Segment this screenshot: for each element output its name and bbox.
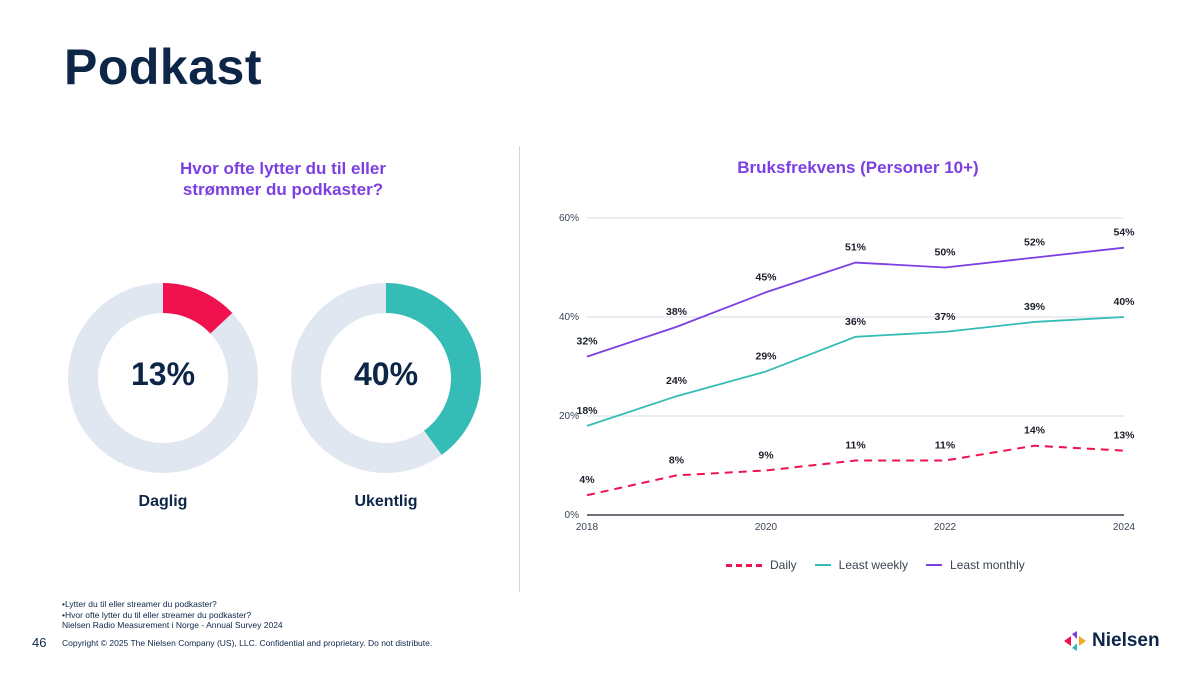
weekly-donut-label: Ukentlig <box>354 493 418 510</box>
nielsen-logo-text: Nielsen <box>1092 630 1160 651</box>
series-line-least-weekly <box>586 316 1125 427</box>
data-label: 52% <box>1024 237 1046 249</box>
legend-swatch-daily <box>726 563 762 567</box>
line-chart-heading: Bruksfrekvens (Personer 10+) <box>737 158 979 177</box>
daily-donut-svg <box>68 283 258 473</box>
data-label: 8% <box>669 454 685 466</box>
legend-item-daily: Daily <box>726 558 797 572</box>
weekly-donut-chart: 40% <box>286 282 486 482</box>
y-tick-label: 60% <box>559 213 579 224</box>
panel-divider <box>519 146 520 592</box>
nielsen-logo-icon <box>1064 631 1086 651</box>
data-label: 36% <box>845 316 867 328</box>
data-label: 39% <box>1024 301 1046 313</box>
legend-label-weekly: Least weekly <box>838 558 909 572</box>
copyright-notice: Copyright © 2025 The Nielsen Company (US… <box>62 638 433 648</box>
data-label: 29% <box>755 350 777 362</box>
legend-item-monthly: Least monthly <box>926 558 1025 572</box>
legend-label-daily: Daily <box>770 558 797 572</box>
daily-donut-value: 13% <box>130 356 196 392</box>
data-label: 38% <box>666 306 688 318</box>
line-chart-svg: 0% 20% 40% 60% 2018 2020 2022 2024 4% 8% 9% 11% 11% 1… <box>559 213 1136 533</box>
donut-heading-line-1: Hvor ofte lytter du til eller <box>180 159 386 178</box>
weekly-donut-segment <box>291 283 481 473</box>
data-label: 45% <box>755 271 777 283</box>
weekly-donut-svg <box>291 283 481 473</box>
series-line-daily <box>586 444 1125 497</box>
legend-item-weekly: Least weekly <box>814 558 909 572</box>
data-label: 9% <box>758 449 774 461</box>
data-label: 54% <box>1113 227 1135 239</box>
footnote-source: Nielsen Radio Measurement i Norge - Annu… <box>62 620 283 630</box>
x-tick-label: 2020 <box>755 522 778 533</box>
page-number: 46 <box>32 635 47 650</box>
data-label: 24% <box>666 375 688 387</box>
nielsen-logo: Nielsen <box>1062 630 1160 652</box>
y-tick-label: 40% <box>559 312 579 323</box>
x-tick-label: 2024 <box>1113 522 1136 533</box>
data-label: 40% <box>1113 296 1135 308</box>
data-label: 32% <box>576 336 598 348</box>
line-chart: 0% 20% 40% 60% 2018 2020 2022 2024 4% 8% 9% 11% 11% 1… <box>540 205 1140 545</box>
y-tick-label: 0% <box>565 510 580 521</box>
data-label: 37% <box>934 311 956 323</box>
donut-heading-line-2: strømmer du podkaster? <box>182 180 384 199</box>
legend-swatch-weekly <box>814 564 831 566</box>
data-label: 51% <box>845 242 867 254</box>
footnotes: •Lytter du til eller streamer du podkast… <box>62 599 283 631</box>
data-label: 14% <box>1024 425 1046 437</box>
data-label: 13% <box>1113 430 1135 442</box>
chart-legend: Daily Least weekly Least monthly <box>726 558 1025 572</box>
weekly-donut-value: 40% <box>353 356 419 392</box>
data-label: 50% <box>934 247 956 259</box>
legend-label-monthly: Least monthly <box>950 558 1025 572</box>
page-title: Podkast <box>64 39 263 95</box>
data-label: 4% <box>579 474 595 486</box>
y-tick-label: 20% <box>559 411 579 422</box>
data-label: 18% <box>576 405 598 417</box>
legend-swatch-monthly <box>926 564 943 566</box>
daily-donut-label: Daglig <box>138 493 188 510</box>
footnote-2: •Hvor ofte lytter du til eller streamer … <box>62 609 252 620</box>
x-tick-label: 2018 <box>576 522 599 533</box>
series-line-least-monthly <box>586 246 1125 358</box>
daily-donut-chart: 13% <box>63 282 263 482</box>
data-label: 11% <box>845 440 866 452</box>
data-label: 11% <box>935 440 956 452</box>
daily-donut-segment <box>68 283 258 473</box>
x-tick-label: 2022 <box>934 522 957 533</box>
footnote-1: •Lytter du til eller streamer du podkast… <box>62 599 217 609</box>
donut-section-heading: Hvor ofte lytter du til eller strømmer d… <box>60 158 506 200</box>
